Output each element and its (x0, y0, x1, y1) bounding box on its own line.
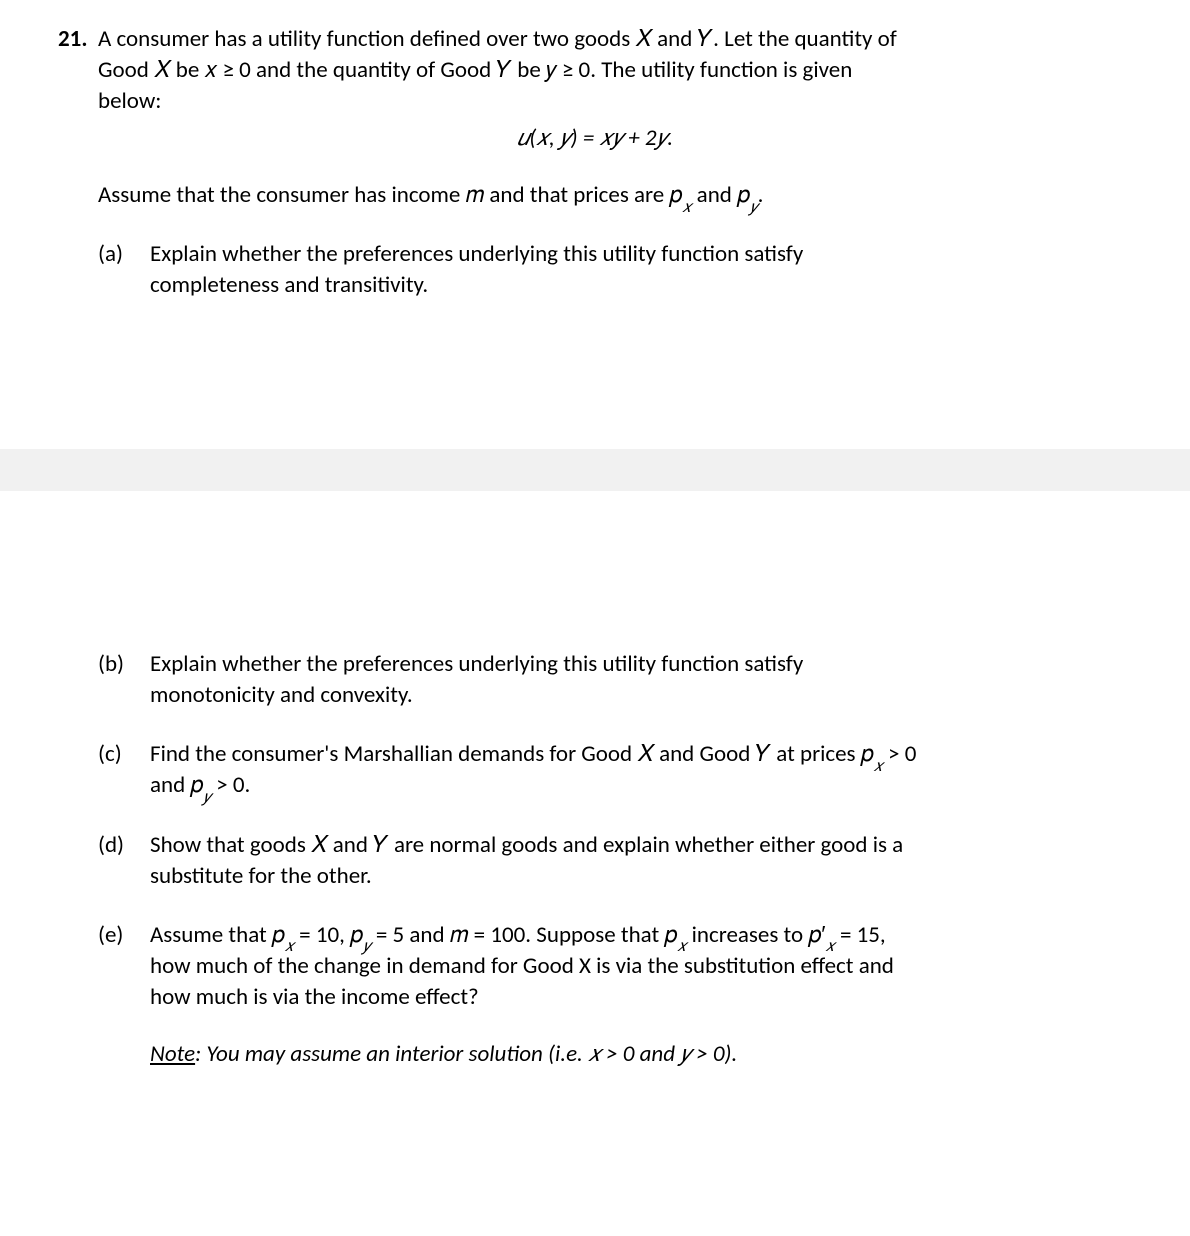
part-c: (c) Find the consumer's Marshallian dema… (98, 739, 1132, 801)
part-e-label: (e) (98, 920, 150, 1070)
part-c-line2-post: > 0. (211, 771, 250, 799)
part-c-pre: Find the consumer's Marshallian demands … (150, 740, 874, 768)
note-body: : You may assume an interior solution (i… (195, 1040, 737, 1068)
part-b: (b) Explain whether the preferences unde… (98, 649, 1132, 711)
part-d: (d) Show that goods 𝑋 and 𝑌 are normal g… (98, 830, 1132, 892)
pe-sub-y: 𝑦 (363, 936, 371, 956)
part-c-line2-pre: and 𝑝 (150, 771, 203, 799)
part-e-line3: how much is via the income effect? (150, 983, 479, 1011)
part-a-line2: completeness and transitivity. (150, 271, 428, 299)
part-b-line2: monotonicity and convexity. (150, 681, 413, 709)
question-intro-text: A consumer has a utility function define… (98, 24, 1132, 117)
question-intro: 21. A consumer has a utility function de… (58, 24, 1132, 117)
pe-c: = 5 and 𝑚 = 100. Suppose that 𝑝 (371, 921, 678, 949)
part-e-body: Assume that 𝑝𝑥 = 10, 𝑝𝑦 = 5 and 𝑚 = 100.… (150, 920, 1132, 1070)
intro-line-1: A consumer has a utility function define… (98, 25, 897, 53)
equation-text: 𝑢(𝑥, 𝑦) = 𝑥𝑦 + 2𝑦. (517, 124, 673, 152)
part-d-label: (d) (98, 830, 150, 892)
sub-x: 𝑥 (682, 197, 691, 217)
pe-sub-x3: 𝑥 (826, 936, 835, 956)
page-break-band (0, 449, 1190, 491)
part-d-line1: Show that goods 𝑋 and 𝑌 are normal goods… (150, 831, 903, 859)
part-b-body: Explain whether the preferences underlyi… (150, 649, 1132, 711)
assume-mid: and 𝑝 (691, 181, 749, 209)
intro-line-2: Good 𝑋 be 𝑥 ≥ 0 and the quantity of Good… (98, 56, 852, 84)
part-e: (e) Assume that 𝑝𝑥 = 10, 𝑝𝑦 = 5 and 𝑚 = … (98, 920, 1132, 1070)
sub-y: 𝑦 (750, 197, 758, 217)
question-number-text: 21. (58, 25, 87, 53)
utility-equation: 𝑢(𝑥, 𝑦) = 𝑥𝑦 + 2𝑦. (58, 123, 1132, 154)
part-c-body: Find the consumer's Marshallian demands … (150, 739, 1132, 801)
part-a: (a) Explain whether the preferences unde… (98, 239, 1132, 301)
part-c-sub-y: 𝑦 (203, 787, 211, 807)
assume-post: . (758, 181, 764, 209)
part-a-label: (a) (98, 239, 150, 301)
note-label: Note (150, 1040, 195, 1068)
pe-d: increases to 𝑝′ (686, 921, 825, 949)
problem-page: 21. A consumer has a utility function de… (0, 0, 1190, 1140)
part-c-sub-x: 𝑥 (874, 756, 883, 776)
part-a-line1: Explain whether the preferences underlyi… (150, 240, 803, 268)
pe-sub-x1: 𝑥 (285, 936, 294, 956)
part-d-body: Show that goods 𝑋 and 𝑌 are normal goods… (150, 830, 1132, 892)
pe-sub-x2: 𝑥 (677, 936, 686, 956)
part-c-label: (c) (98, 739, 150, 801)
pe-e: = 15, (835, 921, 886, 949)
pe-b: = 10, 𝑝 (294, 921, 363, 949)
part-a-body: Explain whether the preferences underlyi… (150, 239, 1132, 301)
question-number: 21. (58, 24, 98, 117)
assume-paragraph: Assume that the consumer has income 𝑚 an… (98, 180, 1132, 211)
part-e-line2: how much of the change in demand for Goo… (150, 952, 894, 980)
part-b-line1: Explain whether the preferences underlyi… (150, 650, 803, 678)
part-b-label: (b) (98, 649, 150, 711)
assume-pre: Assume that the consumer has income 𝑚 an… (98, 181, 682, 209)
intro-line-3: below: (98, 87, 161, 115)
part-c-mid1: > 0 (883, 740, 917, 768)
pe-a: Assume that 𝑝 (150, 921, 285, 949)
part-d-line2: substitute for the other. (150, 862, 372, 890)
